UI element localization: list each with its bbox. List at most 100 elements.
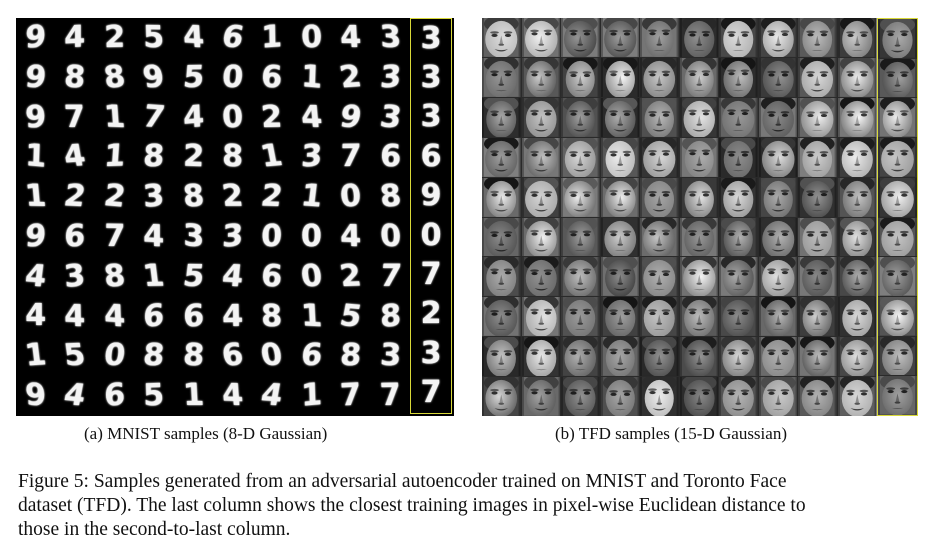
tfd-sample-face (679, 137, 718, 177)
mnist-nearest-neighbor-digit: 3 (420, 99, 442, 135)
tfd-sample-face (482, 337, 521, 377)
mnist-sample-digit: 4 (23, 258, 49, 295)
tfd-sample-face (521, 217, 560, 257)
mnist-sample-digit: 4 (181, 19, 205, 56)
tfd-sample-face (640, 217, 679, 257)
mnist-sample-digit: 2 (220, 179, 245, 215)
tfd-sample-face (798, 137, 837, 177)
tfd-sample-face (482, 18, 521, 57)
tfd-sample-face (600, 257, 639, 297)
mnist-sample-digit: 6 (182, 297, 204, 335)
mnist-nearest-neighbor-digit: 7 (420, 375, 442, 411)
mnist-sample-digit: 0 (261, 218, 283, 255)
mnist-sample-digit: 1 (300, 58, 323, 96)
mnist-sample-digit: 4 (182, 98, 205, 136)
tfd-sample-face (640, 257, 679, 297)
mnist-sample-digit: 6 (219, 337, 246, 375)
mnist-sample-digit: 8 (63, 59, 87, 96)
mnist-sample-digit: 5 (142, 377, 165, 414)
mnist-sample-digit: 4 (340, 218, 362, 255)
tfd-sample-face (640, 377, 679, 416)
mnist-sample-digit: 6 (103, 377, 126, 414)
tfd-sample-face (837, 177, 876, 217)
tfd-sample-face (798, 217, 837, 257)
mnist-sample-digit: 0 (221, 59, 245, 95)
mnist-sample-digit: 8 (379, 297, 402, 335)
tfd-nearest-neighbor-face (878, 217, 917, 257)
mnist-sample-digit: 9 (24, 18, 47, 56)
mnist-sample-digit: 3 (182, 217, 204, 255)
mnist-sample-digit: 7 (339, 377, 363, 414)
mnist-sample-digit: 4 (221, 298, 244, 334)
mnist-sample-digit: 3 (142, 178, 166, 215)
tfd-nearest-neighbor-face (878, 98, 917, 138)
mnist-sample-digit: 0 (298, 258, 324, 295)
tfd-sample-face (798, 257, 837, 297)
mnist-sample-digit: 0 (300, 19, 323, 56)
mnist-sample-digit: 4 (64, 19, 86, 56)
tfd-sample-face (798, 97, 837, 137)
mnist-sample-digit: 7 (63, 99, 87, 135)
tfd-sample-face (679, 377, 718, 416)
mnist-sample-digit: 1 (181, 378, 205, 414)
tfd-sample-face (837, 137, 876, 177)
tfd-sample-face (679, 177, 718, 217)
mnist-sample-digit: 1 (23, 337, 49, 374)
tfd-nearest-neighbor-face (878, 336, 917, 376)
mnist-sample-digit: 0 (379, 218, 402, 255)
tfd-sample-face (719, 217, 758, 257)
tfd-sample-face (482, 257, 521, 297)
mnist-sample-digit: 1 (141, 258, 167, 294)
mnist-sample-digit: 3 (377, 98, 404, 136)
tfd-sample-face (719, 297, 758, 337)
mnist-sample-digit: 3 (378, 337, 402, 374)
tfd-sample-face (640, 177, 679, 217)
mnist-sample-digit: 2 (103, 19, 126, 56)
mnist-sample-digit: 8 (181, 337, 205, 374)
tfd-sample-face (521, 257, 560, 297)
tfd-sample-face (798, 337, 837, 377)
mnist-sample-digit: 1 (24, 138, 47, 176)
mnist-sample-digit: 7 (378, 258, 403, 294)
subcaption-a: (a) MNIST samples (8-D Gaussian) (84, 424, 328, 443)
tfd-sample-face (758, 177, 797, 217)
mnist-nearest-neighbor-digit: 2 (420, 296, 442, 332)
mnist-sample-digit: 2 (337, 258, 364, 294)
tfd-sample-face (561, 18, 600, 57)
tfd-sample-face (719, 177, 758, 217)
mnist-sample-digit: 1 (300, 297, 323, 335)
tfd-sample-face (482, 297, 521, 337)
mnist-sample-digit: 3 (221, 218, 244, 255)
mnist-sample-digit: 9 (23, 59, 48, 96)
figure-caption: Figure 5: Samples generated from an adve… (18, 470, 924, 542)
tfd-sample-face (679, 57, 718, 97)
mnist-sample-digit: 4 (299, 99, 324, 135)
subcaption-b: (b) TFD samples (15-D Gaussian) (555, 424, 787, 443)
mnist-sample-digit: 4 (220, 258, 245, 295)
tfd-sample-face (837, 18, 876, 57)
caption-line: dataset (TFD). The last column shows the… (18, 495, 806, 516)
mnist-sample-digit: 5 (142, 19, 165, 56)
tfd-nearest-neighbor-face (878, 376, 917, 415)
mnist-sample-digit: 7 (339, 139, 362, 175)
mnist-sample-digit: 0 (221, 98, 245, 136)
mnist-sample-digit: 4 (61, 377, 89, 414)
mnist-sample-digit: 9 (24, 377, 48, 414)
mnist-sample-digit: 4 (339, 19, 363, 55)
tfd-sample-face (600, 57, 639, 97)
mnist-sample-digit: 2 (182, 138, 205, 175)
tfd-sample-face (798, 297, 837, 337)
tfd-sample-face (758, 217, 797, 257)
caption-line: Figure 5: Samples generated from an adve… (18, 471, 787, 492)
tfd-sample-face (521, 297, 560, 337)
mnist-sample-digit: 3 (63, 257, 87, 295)
tfd-sample-face (600, 18, 639, 57)
mnist-sample-digit: 5 (181, 59, 206, 95)
mnist-sample-digit: 4 (61, 138, 89, 175)
tfd-sample-face (521, 377, 560, 416)
tfd-sample-face (640, 337, 679, 377)
mnist-sample-digit: 0 (301, 218, 322, 254)
tfd-sample-face (640, 137, 679, 177)
mnist-sample-digit: 5 (337, 297, 365, 335)
